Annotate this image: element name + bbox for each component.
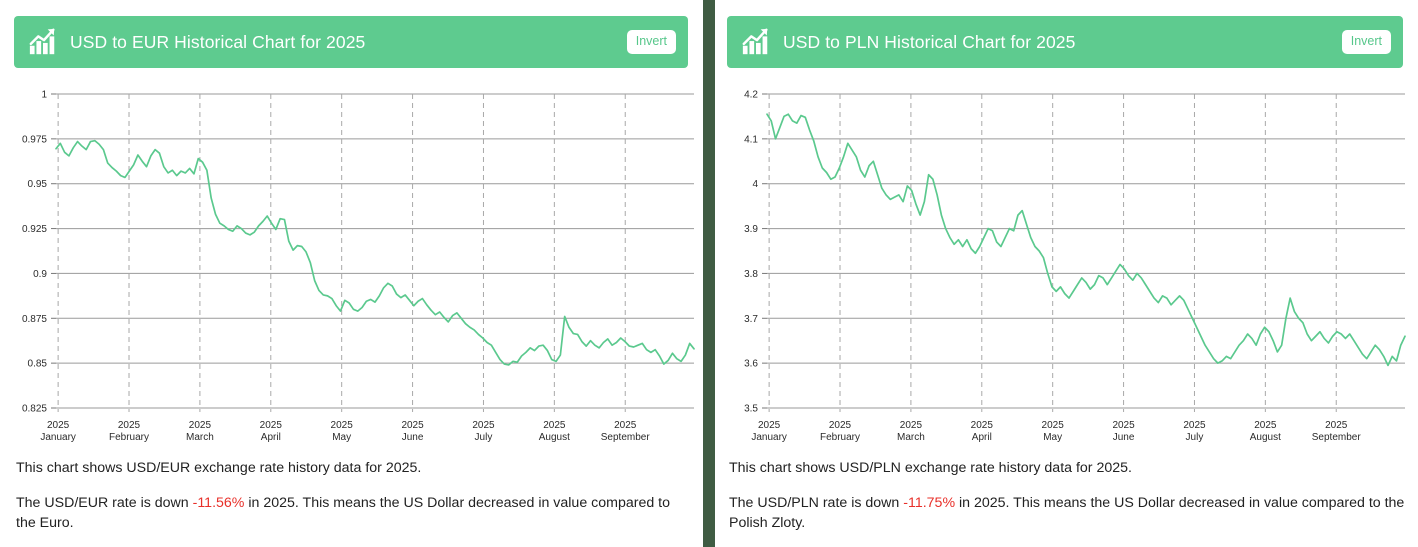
x-axis-tick-month: May — [1043, 432, 1062, 443]
x-axis-tick-year: 2025 — [1183, 420, 1206, 431]
captions-usd-eur: This chart shows USD/EUR exchange rate h… — [16, 458, 688, 534]
x-axis-tick-year: 2025 — [829, 420, 852, 431]
y-axis-tick-label: 0.975 — [22, 134, 47, 145]
x-axis-tick-month: January — [751, 432, 787, 443]
x-axis-tick-year: 2025 — [401, 420, 424, 431]
chart-series-line — [766, 113, 1406, 367]
x-axis-tick-year: 2025 — [758, 420, 781, 431]
x-axis-tick-year: 2025 — [189, 420, 212, 431]
x-axis-tick-month: September — [1312, 432, 1362, 443]
x-axis-tick-year: 2025 — [543, 420, 566, 431]
caption-suffix-usd-eur: in 2025. This means the US Dollar decrea… — [16, 494, 671, 532]
y-axis-tick-label: 3.7 — [744, 314, 758, 325]
x-axis-tick-month: January — [40, 432, 76, 443]
chart-plot-usd-eur[interactable]: 0.825 0.85 0.875 0.9 0.925 0.95 0.975 1 2025 Janu… — [0, 78, 703, 450]
card-title-usd-pln: USD to PLN Historical Chart for 2025 — [783, 31, 1076, 52]
captions-usd-pln: This chart shows USD/PLN exchange rate h… — [729, 458, 1405, 534]
y-axis-tick-label: 3.8 — [744, 269, 758, 280]
card-header-usd-pln: USD to PLN Historical Chart for 2025 Inv… — [727, 16, 1403, 68]
x-axis-tick-month: August — [539, 432, 570, 443]
x-axis-tick-year: 2025 — [1254, 420, 1277, 431]
x-axis-tick-month: July — [475, 432, 493, 443]
x-axis-tick-month: March — [897, 432, 925, 443]
chart-series-line — [55, 139, 695, 366]
y-axis-tick-label: 0.875 — [22, 314, 47, 325]
x-axis-tick-month: February — [109, 432, 149, 443]
x-axis-tick-month: June — [402, 432, 424, 443]
x-axis-tick-year: 2025 — [118, 420, 141, 431]
panel-usd-eur: USD to EUR Historical Chart for 2025 Inv… — [0, 0, 703, 547]
card-header-usd-eur: USD to EUR Historical Chart for 2025 Inv… — [14, 16, 688, 68]
caption-line-1-usd-eur: This chart shows USD/EUR exchange rate h… — [16, 460, 422, 476]
y-axis-tick-label: 4.1 — [744, 134, 758, 145]
card-title-usd-eur: USD to EUR Historical Chart for 2025 — [70, 31, 366, 52]
x-axis-tick-month: August — [1250, 432, 1281, 443]
bar-chart-uptrend-icon — [742, 28, 768, 55]
x-axis-tick-month: April — [261, 432, 281, 443]
y-axis-tick-label: 3.5 — [744, 404, 758, 415]
x-axis-tick-month: June — [1113, 432, 1135, 443]
y-axis-tick-label: 0.85 — [28, 359, 48, 370]
caption-suffix-usd-pln: in 2025. This means the US Dollar decrea… — [729, 494, 1405, 532]
x-axis-tick-month: July — [1186, 432, 1204, 443]
y-axis-tick-label: 3.6 — [744, 359, 758, 370]
line-chart-svg-usd-pln: 3.53.63.73.83.944.14.22025January2025Feb… — [744, 90, 1406, 443]
invert-button-usd-eur[interactable]: Invert — [626, 30, 676, 54]
change-percent-usd-eur: -11.56% — [192, 494, 245, 511]
change-percent-usd-pln: -11.75% — [903, 494, 956, 511]
x-axis-tick-month: March — [186, 432, 214, 443]
y-axis-tick-label: 0.95 — [28, 179, 48, 190]
x-axis-tick-year: 2025 — [47, 420, 70, 431]
panel-usd-pln: USD to PLN Historical Chart for 2025 Inv… — [715, 0, 1418, 547]
x-axis-tick-year: 2025 — [1112, 420, 1135, 431]
y-axis-tick-label: 0.9 — [33, 269, 47, 280]
y-axis-tick-label: 4.2 — [744, 90, 758, 101]
x-axis-tick-month: April — [972, 432, 992, 443]
y-axis-tick-label: 3.9 — [744, 224, 758, 235]
bar-chart-uptrend-icon — [29, 28, 55, 55]
y-axis-tick-label: 4 — [752, 179, 758, 190]
y-axis-tick-label: 0.825 — [22, 404, 47, 415]
x-axis-tick-year: 2025 — [971, 420, 994, 431]
x-axis-tick-year: 2025 — [472, 420, 495, 431]
y-axis-tick-label: 0.925 — [22, 224, 47, 235]
x-axis-tick-year: 2025 — [900, 420, 923, 431]
caption-prefix-usd-pln: The USD/PLN rate is down — [729, 494, 904, 511]
x-axis-tick-year: 2025 — [1042, 420, 1065, 431]
line-chart-svg-usd-eur: 0.8250.850.8750.90.9250.950.97512025Janu… — [22, 90, 695, 443]
x-axis-tick-month: May — [332, 432, 351, 443]
x-axis-tick-year: 2025 — [331, 420, 354, 431]
x-axis-tick-month: February — [820, 432, 860, 443]
caption-line-2-usd-eur: The USD/EUR rate is down -11.56% in 2025… — [16, 493, 688, 534]
x-axis-tick-month: September — [601, 432, 651, 443]
chart-plot-usd-pln[interactable]: 3.5 3.6 3.7 3.8 3.9 4 4.1 4.2 2025 January 2025 Feb… — [715, 78, 1418, 450]
caption-line-2-usd-pln: The USD/PLN rate is down -11.75% in 2025… — [729, 493, 1405, 534]
x-axis-tick-year: 2025 — [260, 420, 283, 431]
x-axis-tick-year: 2025 — [614, 420, 637, 431]
caption-prefix-usd-eur: The USD/EUR rate is down — [16, 494, 193, 511]
x-axis-tick-year: 2025 — [1325, 420, 1348, 431]
invert-button-usd-pln[interactable]: Invert — [1341, 30, 1391, 54]
caption-line-1-usd-pln: This chart shows USD/PLN exchange rate h… — [729, 460, 1132, 476]
y-axis-tick-label: 1 — [41, 90, 47, 101]
